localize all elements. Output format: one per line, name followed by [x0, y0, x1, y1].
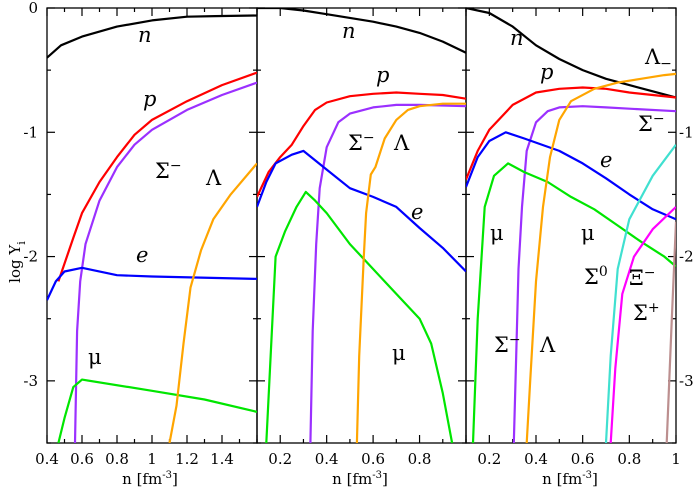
p2-label-sigma: Σ−	[348, 130, 375, 155]
panel-1-series-Σ⁻	[73, 81, 257, 443]
x-axis-title-3: n [fm-3]	[542, 470, 598, 488]
panel-2-series-e	[257, 149, 466, 273]
y-tick-label-right: -1	[679, 123, 694, 141]
p2-label-n: n	[342, 19, 356, 43]
y-tick-label-left: -2	[23, 248, 38, 266]
p1-label-lambda: Λ	[205, 166, 222, 190]
p1-label-p: p	[143, 87, 156, 111]
p3-label-sigmaplus: Σ+	[633, 300, 660, 325]
panel-1-x-tick-label: 1.4	[210, 450, 234, 468]
panel-1-curves	[47, 14, 257, 443]
p2-label-e: e	[411, 200, 423, 224]
p3-label-mu-left: μ	[490, 221, 504, 245]
p3-label-sigma-low: Σ−	[494, 332, 521, 357]
tick-labels: 0.4 0.6 0.8 1 1.2 1.4 0 -1 -2 -3 0.2 0.4 0.6 0.8 0.2 0.…	[23, 0, 693, 468]
y-tick-label-right: -3	[679, 372, 694, 390]
panel-1-x-tick-label: 0.6	[70, 450, 94, 468]
y-tick-label-left: -3	[23, 372, 38, 390]
panel-2-series-Σ⁻	[309, 103, 466, 443]
panel-1-x-tick-label: 1.2	[175, 450, 199, 468]
panel-2-curves	[257, 8, 466, 443]
panel-2-series-μ	[265, 190, 454, 443]
p1-label-sigma: Σ−	[155, 158, 182, 183]
panel-1-x-tick-label: 0.8	[105, 450, 129, 468]
p3-label-n: n	[510, 26, 524, 50]
panel-1-series-p	[57, 71, 257, 282]
p2-label-mu: μ	[392, 341, 406, 365]
p3-label-lambda-top: Λ−	[644, 45, 672, 72]
panel-3-series-Σ⁰	[604, 144, 676, 443]
p3-label-sigma-top: Σ−	[638, 111, 665, 136]
p2-label-p: p	[376, 63, 389, 87]
panel-1-x-tick-label: 1	[147, 450, 157, 468]
panel-2-x-tick-label: 0.2	[268, 450, 292, 468]
p3-label-e: e	[600, 148, 612, 172]
p1-label-n: n	[138, 23, 152, 47]
panel-3-x-tick-label: 0.4	[524, 450, 548, 468]
panel-3-x-tick-label: 0.2	[477, 450, 501, 468]
p3-label-p: p	[540, 60, 553, 84]
y-tick-label-right: -2	[679, 248, 694, 266]
panel-3-series-Σ⁻	[512, 105, 676, 443]
panel-1-series-Λ	[168, 162, 257, 443]
panel-2-series-Λ	[355, 102, 466, 443]
p2-label-lambda: Λ	[393, 131, 410, 155]
panel-1-series-e	[47, 266, 257, 301]
panel-3-series-Λ	[525, 72, 676, 443]
panel-2-x-tick-label: 0.6	[361, 450, 385, 468]
panel-2-x-tick-label: 0.8	[408, 450, 432, 468]
p3-label-lambda-low: Λ	[539, 333, 556, 357]
panel-3-x-tick-label: 0.8	[617, 450, 641, 468]
y-tick-label-left: 0	[28, 0, 38, 17]
panel-2-x-tick-label: 0.4	[315, 450, 339, 468]
y-axis-title: log Yi	[6, 241, 28, 283]
x-axis-title-2: n [fm-3]	[332, 470, 388, 488]
p3-label-sigma0: Σ0	[584, 264, 608, 289]
panel-3-x-tick-label: 0.6	[571, 450, 595, 468]
panel-3-series-μ	[471, 162, 676, 443]
x-axis-title-1: n [fm-3]	[122, 470, 178, 488]
panel-2-series-n	[257, 8, 466, 54]
p3-label-mu-right: μ	[581, 221, 595, 245]
tick-marks	[46, 7, 677, 444]
y-axis-title-sub: i	[15, 241, 28, 245]
panel-3-curves	[466, 8, 676, 443]
panel-3-series-e	[466, 131, 676, 221]
p1-label-e: e	[136, 243, 148, 267]
panel-2-series-p	[257, 91, 466, 198]
panel-3-x-tick-label: 1	[671, 450, 681, 468]
y-axis-title-main: log Y	[6, 244, 24, 283]
y-tick-label-left: -1	[23, 123, 38, 141]
panel-1-x-tick-label: 0.4	[35, 450, 59, 468]
p3-label-xi: Ξ−	[629, 265, 656, 290]
panel-3-series-Ξ⁻	[609, 206, 676, 443]
p1-label-mu: μ	[88, 345, 102, 369]
curves	[47, 8, 676, 443]
panel-1-series-μ	[57, 378, 257, 443]
panel-3-series-p	[466, 86, 676, 180]
panel-3-series-n	[466, 8, 676, 99]
panel-1-series-n	[47, 14, 257, 59]
panel-3-series-Σ⁺	[665, 221, 676, 443]
